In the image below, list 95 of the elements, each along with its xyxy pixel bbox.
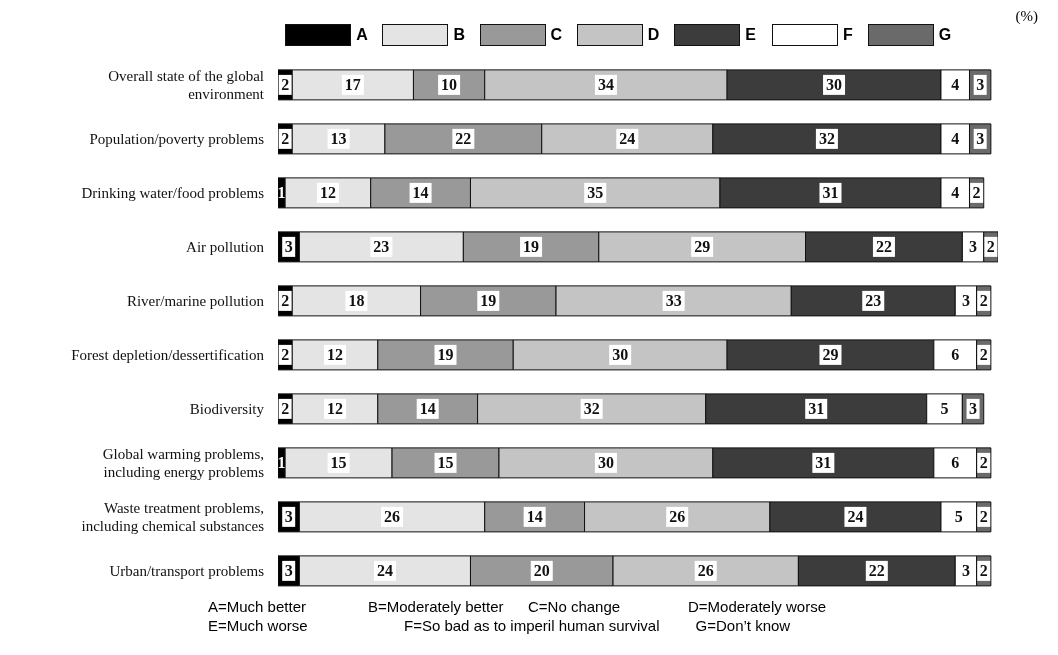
data-label: 3 [976, 130, 985, 148]
data-label: 22 [875, 238, 892, 256]
x-axis-title: (%) [1015, 8, 1038, 25]
data-label: 14 [526, 508, 543, 526]
data-label: 30 [826, 76, 843, 94]
data-label: 2 [281, 346, 290, 364]
annotation: D=Moderately worse [688, 598, 827, 615]
data-label: 26 [697, 562, 714, 580]
data-label: 2 [281, 76, 290, 94]
data-label: 1 [277, 184, 286, 202]
data-label: 26 [384, 508, 401, 526]
data-label: 18 [348, 292, 365, 310]
data-label: 3 [969, 400, 978, 418]
data-label: 1 [277, 454, 286, 472]
y-tick-label: Biodiversity [189, 401, 265, 417]
data-label: 13 [330, 130, 347, 148]
annotation: C=No change [528, 598, 622, 615]
text: G=Don’t know [695, 617, 791, 634]
data-label: 4 [951, 184, 960, 202]
data-label: 2 [979, 454, 988, 472]
y-tick-label: Global warming problems, including energy problems [102, 446, 265, 480]
data-label: 2 [979, 346, 988, 364]
legend-label: C [550, 26, 563, 44]
data-label: 6 [951, 454, 960, 472]
data-label: 6 [951, 346, 960, 364]
data-label: 4 [951, 130, 960, 148]
data-label: 3 [284, 238, 293, 256]
y-tick-label: Drinking water/food problems [81, 185, 265, 201]
data-label: 23 [865, 292, 882, 310]
data-label: 3 [961, 562, 970, 580]
data-label: 24 [619, 130, 636, 148]
data-label: 20 [533, 562, 550, 580]
y-tick-label: Population/poverty problems [89, 131, 265, 147]
legend-label: D [647, 26, 660, 44]
data-label: 33 [665, 292, 682, 310]
data-label: 3 [284, 508, 293, 526]
data-label: 2 [986, 238, 995, 256]
legend-label: F [842, 26, 853, 44]
data-label: 31 [815, 454, 832, 472]
data-label: 30 [612, 346, 629, 364]
data-label: 32 [818, 130, 835, 148]
text: E=Much worse [208, 617, 309, 634]
data-label: 19 [523, 238, 540, 256]
data-label: 29 [822, 346, 839, 364]
data-label: 5 [954, 508, 963, 526]
data-label: 23 [373, 238, 390, 256]
data-label: 14 [419, 400, 436, 418]
y-tick-label: Air pollution [186, 239, 265, 255]
data-label: 3 [969, 238, 978, 256]
data-label: 3 [961, 292, 970, 310]
data-label: 14 [412, 184, 429, 202]
data-label: 2 [979, 562, 988, 580]
data-label: 2 [281, 400, 290, 418]
legend-label: B [453, 26, 465, 44]
data-label: 10 [441, 76, 458, 94]
y-tick-label: Forest depletion/dessertification [71, 347, 265, 363]
data-label: 30 [597, 454, 614, 472]
data-label: 3 [284, 562, 293, 580]
data-label: 17 [344, 76, 361, 94]
legend-label: A [356, 26, 368, 44]
data-label: 5 [940, 400, 949, 418]
annotation: A=Much better [208, 598, 307, 615]
data-label: 2 [972, 184, 981, 202]
data-label: 2 [281, 130, 290, 148]
annotation: B=Moderately better [368, 598, 505, 615]
data-label: 2 [979, 292, 988, 310]
data-label: 3 [976, 76, 985, 94]
data-label: 15 [437, 454, 454, 472]
data-label: 12 [327, 346, 344, 364]
y-tick-label: Overall state of the global environment [108, 68, 265, 102]
y-tick-label: Waste treatment problems, including chemical substances [81, 500, 265, 534]
data-label: 32 [583, 400, 600, 418]
text: F=So bad as to imperil human survival [404, 617, 660, 634]
data-label: 19 [480, 292, 497, 310]
data-label: 34 [597, 76, 614, 94]
y-tick-label: River/marine pollution [126, 293, 265, 309]
legend-label: G [938, 26, 952, 44]
data-label: 12 [319, 184, 336, 202]
data-label: 2 [281, 292, 290, 310]
y-tick-label: Urban/transport problems [109, 563, 265, 579]
legend-label: E [745, 26, 756, 44]
data-label: 22 [868, 562, 885, 580]
data-label: 15 [330, 454, 347, 472]
data-label: 2 [979, 508, 988, 526]
data-label: 24 [847, 508, 864, 526]
data-label: 35 [587, 184, 604, 202]
data-label: 31 [822, 184, 839, 202]
data-label: 4 [951, 76, 960, 94]
data-label: 26 [669, 508, 686, 526]
data-label: 19 [437, 346, 454, 364]
data-label: 22 [455, 130, 472, 148]
data-label: 29 [694, 238, 711, 256]
data-label: 12 [327, 400, 344, 418]
data-label: 31 [808, 400, 825, 418]
data-label: 24 [376, 562, 393, 580]
